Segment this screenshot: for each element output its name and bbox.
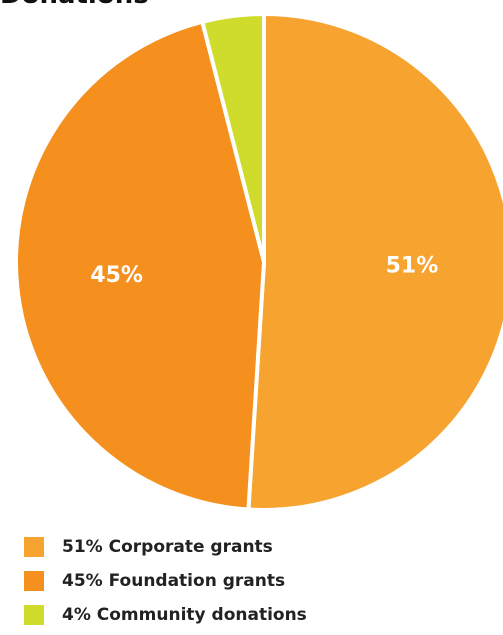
- legend-item: 51% Corporate grants: [24, 537, 307, 557]
- pie-slice-labels: 51% 45%: [90, 254, 438, 288]
- pie-slice-foundation-grants: [14, 19, 266, 512]
- chart-title: Donations: [0, 0, 149, 10]
- pie-slices: [14, 12, 503, 512]
- legend-swatch: [24, 571, 44, 591]
- legend: 51% Corporate grants 45% Foundation grant…: [24, 537, 307, 635]
- pie-chart: 51% 45%: [14, 12, 503, 512]
- legend-label: 4% Community donations: [62, 605, 307, 625]
- slice-value-label: 45%: [90, 263, 143, 288]
- pie-slice-corporate-grants: [246, 12, 503, 512]
- slice-value-label: 51%: [386, 254, 439, 279]
- legend-item: 45% Foundation grants: [24, 571, 307, 591]
- legend-swatch: [24, 537, 44, 557]
- legend-label: 45% Foundation grants: [62, 571, 286, 591]
- pie-slice-community-donations: [200, 12, 266, 264]
- legend-label: 51% Corporate grants: [62, 537, 273, 557]
- legend-item: 4% Community donations: [24, 605, 307, 625]
- legend-swatch: [24, 605, 44, 625]
